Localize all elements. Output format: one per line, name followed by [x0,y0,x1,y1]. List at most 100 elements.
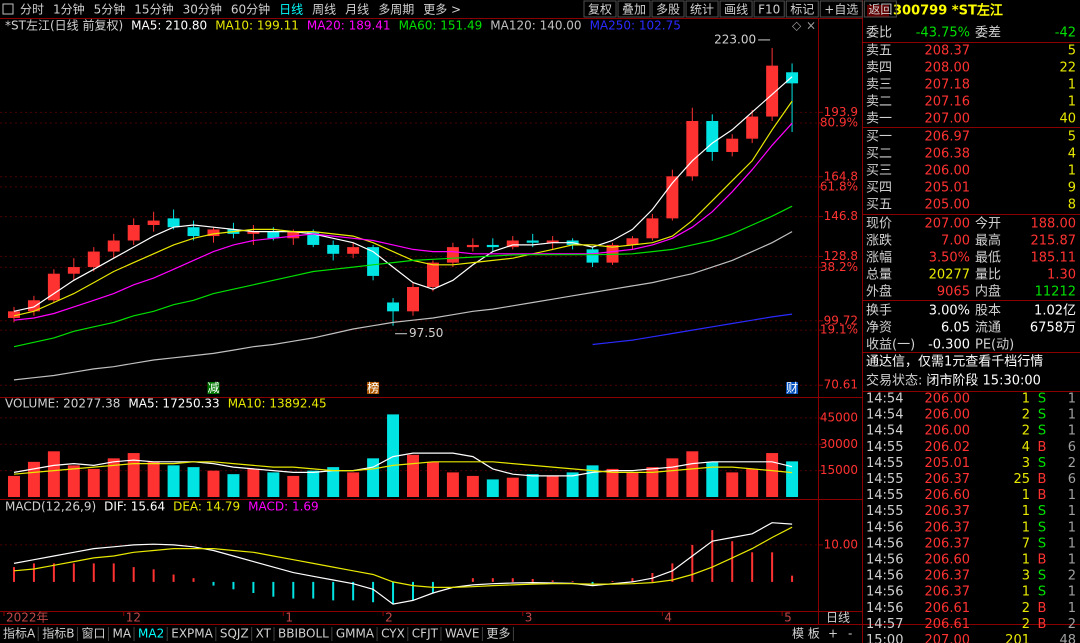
stat-label: PE(动) [975,338,1014,353]
indicator-tab[interactable]: 更多 [486,627,510,641]
toolbar-tab[interactable]: 更多 > [423,3,461,17]
volume-bar [307,470,320,497]
toolbar-button-frame[interactable] [617,0,651,18]
candle-body [446,247,459,263]
toolbar-button[interactable]: 统计 [690,3,714,17]
toolbar-tab[interactable]: 60分钟 [231,2,270,17]
toolbar-tab[interactable]: 30分钟 [183,2,222,17]
y-tick-label: 10.00 [824,537,858,551]
volume-bar [586,465,599,497]
y-tick-label: 80.9% [820,115,858,129]
toolbar-tab[interactable]: 1分钟 [53,2,85,17]
trade-count: 1 [1068,424,1076,439]
indicator-tab[interactable]: MA2 [138,627,164,641]
toolbar-tab[interactable]: 15分钟 [134,2,173,17]
trade-flag: S [1038,424,1046,439]
panel-legend: MA60: 151.49 [399,19,483,33]
ma-line [13,76,793,312]
y-tick-label: 70.61 [824,378,858,392]
volume-bar [606,468,619,497]
trade-time: 14:55 [866,504,903,519]
indicator-tab[interactable]: SQJZ [220,627,249,641]
toolbar-button[interactable]: 返回 [868,3,892,17]
ma-line [13,205,793,348]
toolbar-button-frame[interactable] [583,0,617,18]
toolbar-button[interactable]: 多股 [656,3,680,17]
candle-body [706,120,719,152]
trade-count: 1 [1068,585,1076,600]
toolbar-button[interactable]: F10 [758,3,780,17]
candle-body [347,247,360,254]
volume-bar [247,468,260,497]
toolbar-button-frame[interactable] [685,0,719,18]
toolbar-tab[interactable]: 月线 [345,3,369,17]
window-button[interactable]: + [828,627,838,641]
trade-volume: 3 [1022,569,1030,584]
indicator-tab[interactable]: GMMA [336,627,375,641]
toolbar-button-frame[interactable] [651,0,685,18]
candle-body [147,220,160,226]
book-label: 卖二 [866,95,892,110]
indicator-tab[interactable]: CYX [381,627,405,641]
volume-bar [287,475,300,497]
toolbar-tab[interactable]: 多周期 [378,3,414,17]
volume-bar [407,454,419,497]
trade-time: 14:56 [866,601,903,616]
stat-label: 外盘 [866,284,892,300]
candle-body [327,244,340,254]
toolbar-tab[interactable]: 周线 [312,3,336,17]
volume-bar [147,461,160,497]
settings-icon[interactable]: ◇ [792,19,802,33]
trade-count: 1 [1068,520,1076,535]
toolbar-tab[interactable]: 日线 [279,3,303,17]
indicator-tab[interactable]: EXPMA [171,627,213,641]
toolbar-button-frame[interactable] [785,0,819,18]
stock-title: 300799 *ST左江 [893,3,1003,19]
y-tick-label: 128.8 [824,249,858,263]
candle-body [167,218,180,228]
indicator-tab[interactable]: BBIBOLL [278,627,329,641]
toolbar-tab[interactable]: 分时 [20,3,44,17]
indicator-tab[interactable]: 指标A [3,626,36,641]
trade-count: 1 [1068,408,1076,423]
trade-time: 15:00 [866,633,903,643]
stat-value: 1.30 [1047,268,1076,283]
candle-body [646,218,659,239]
toolbar-button[interactable]: 标记 [790,3,814,17]
toolbar-button[interactable]: 复权 [588,3,612,17]
toolbar-button[interactable]: +自选 [824,3,858,17]
volume-bar [566,472,579,497]
toolbar-tab[interactable]: 5分钟 [94,2,126,17]
toolbar-button-frame[interactable] [719,0,753,18]
toolbar-button[interactable]: 叠加 [622,3,646,17]
trade-volume: 201 [1005,633,1030,643]
badge-icon [867,5,889,17]
window-button[interactable]: - [848,627,852,641]
indicator-tab[interactable]: 窗口 [81,627,105,641]
stat-label: 净资 [866,321,892,336]
indicator-tab[interactable]: CFJT [412,627,439,641]
volume-bar [387,414,400,497]
menu-icon[interactable] [2,3,14,15]
indicator-tab[interactable]: XT [256,627,272,641]
close-icon[interactable]: × [806,19,816,33]
book-label: 买一 [866,130,892,145]
indicator-tab[interactable]: MA [112,627,131,641]
window-button[interactable]: 模 板 [792,627,820,641]
toolbar-button-frame[interactable] [819,0,863,18]
toolbar-button-frame[interactable] [753,0,785,18]
quote-value: -43.75% [916,26,970,41]
trade-volume: 2 [1022,601,1030,616]
candle-body [606,244,619,263]
indicator-tab[interactable]: 指标B [42,626,74,641]
promo[interactable]: 通达信，仅需1元查看千档行情 [866,354,1043,370]
trade-volume: 1 [1022,520,1030,535]
toolbar-button-frame[interactable] [863,0,897,18]
toolbar-button[interactable]: 画线 [724,3,748,17]
y-tick-label: 30000 [820,437,858,451]
stat-label: 换手 [866,304,892,319]
panel-legend: MA20: 189.41 [307,19,391,33]
y-tick-label: 15000 [820,463,858,477]
indicator-tab[interactable]: WAVE [445,627,479,641]
